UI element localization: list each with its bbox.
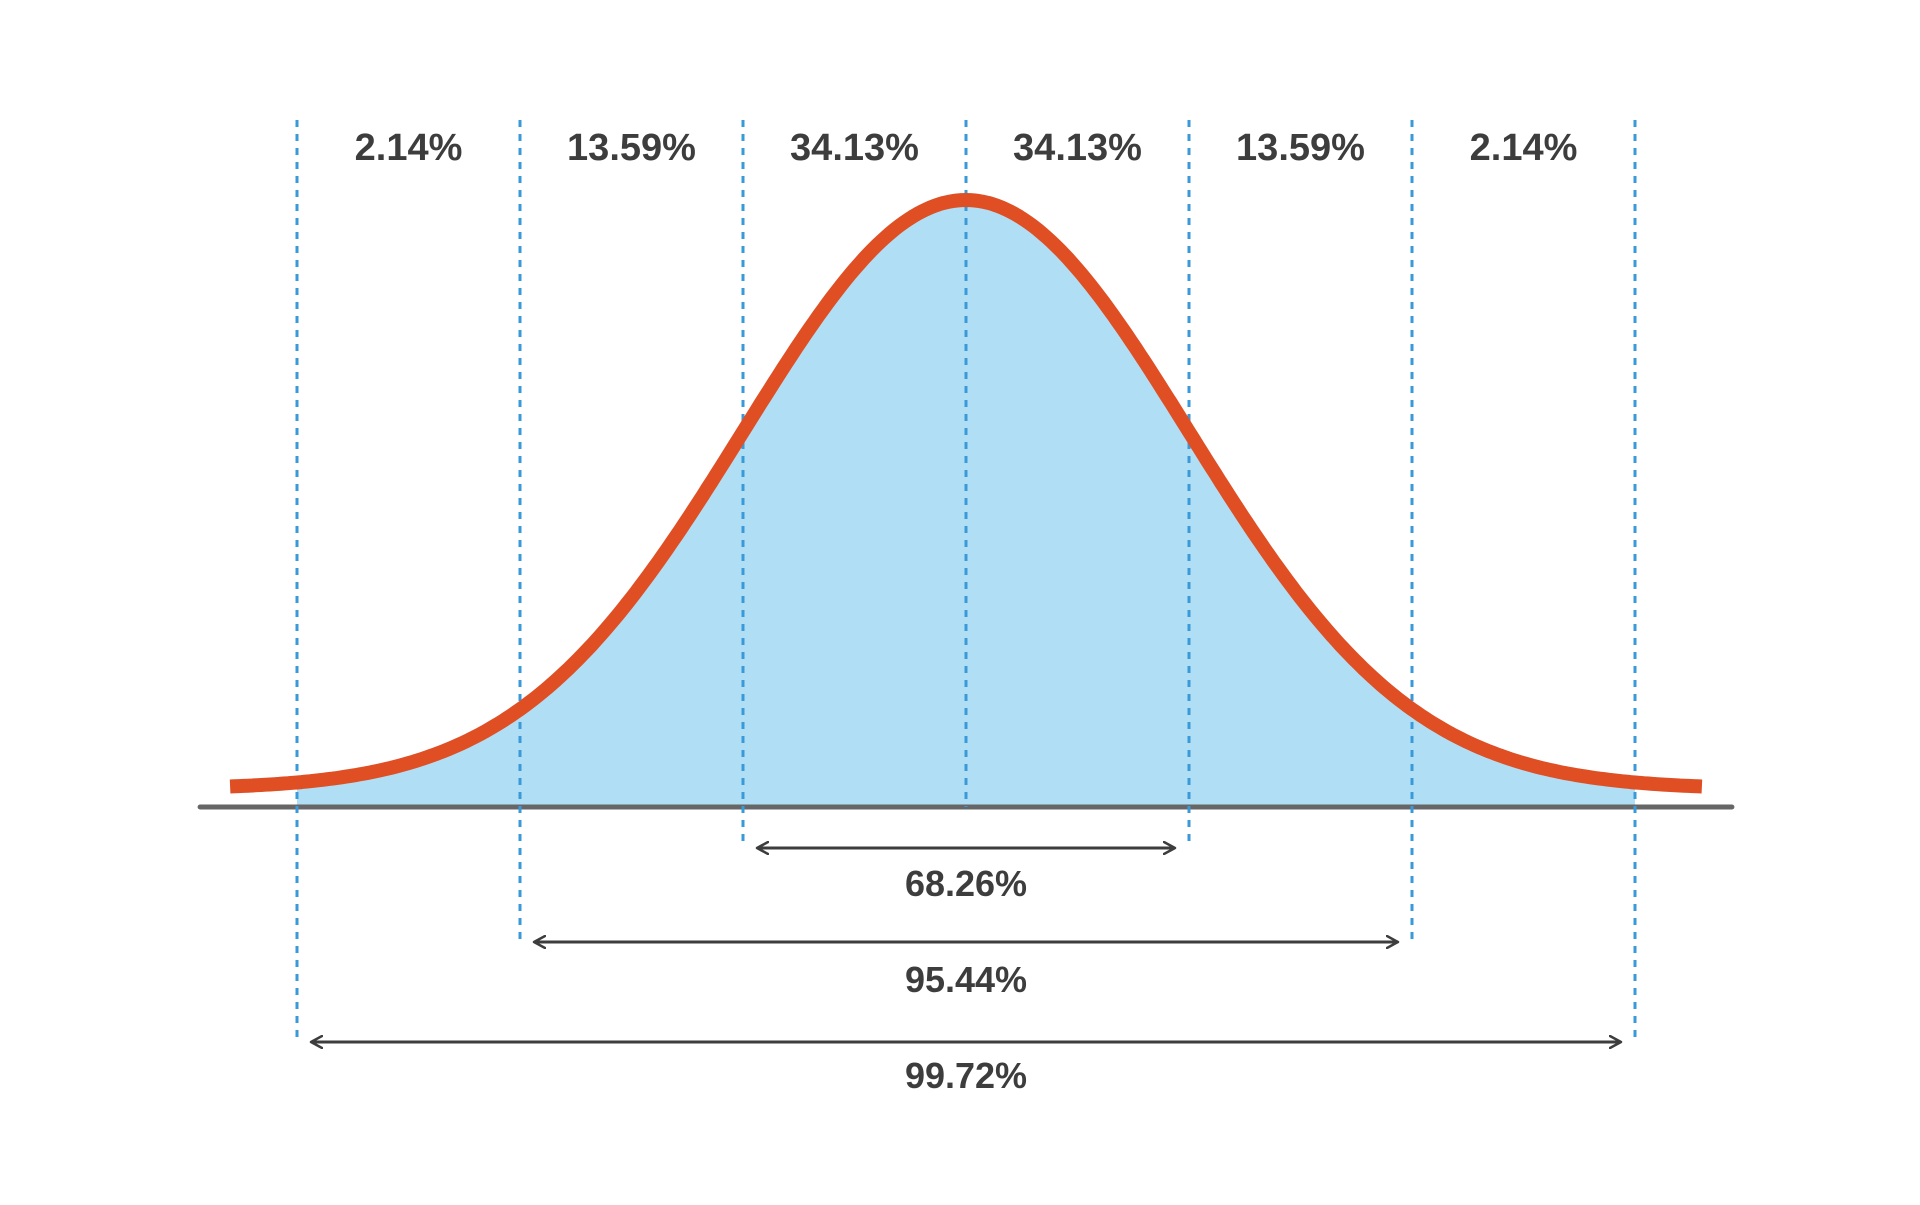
segment-label: 13.59% (567, 127, 696, 169)
segment-label: 2.14% (1470, 127, 1578, 169)
segment-label: 34.13% (1013, 127, 1142, 169)
segment-labels-layer: 2.14% 13.59% 34.13% 34.13% 13.59% 2.14% (355, 127, 1578, 169)
range-label: 95.44% (905, 959, 1027, 1000)
segment-label: 34.13% (790, 127, 919, 169)
normal-curve (227, 193, 1705, 794)
guide-lines-layer (295, 120, 1637, 1042)
range-label: 99.72% (905, 1055, 1027, 1096)
segment-label: 13.59% (1236, 127, 1365, 169)
curve-layer (227, 193, 1705, 794)
segment-label: 2.14% (355, 127, 463, 169)
range-label: 68.26% (905, 863, 1027, 904)
range-arrows-layer: 68.26% 95.44% 99.72% (311, 848, 1621, 1096)
